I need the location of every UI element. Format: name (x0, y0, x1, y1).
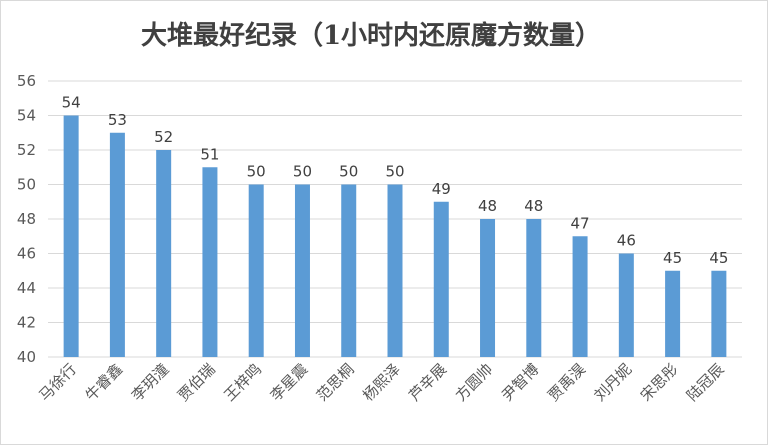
data-labels: 54 53 52 51 50 50 50 50 49 48 48 47 46 45 45 (62, 94, 729, 267)
data-label: 50 (247, 163, 266, 181)
x-tick-label: 方圆帅 (452, 360, 497, 405)
x-tick-label: 芦辛展 (406, 360, 451, 405)
data-label: 54 (62, 94, 81, 112)
data-label: 47 (571, 214, 590, 232)
data-label: 46 (617, 232, 636, 250)
x-tick-label: 范思桐 (313, 360, 358, 405)
x-tick-label: 杨熙泽 (359, 360, 404, 405)
bar (63, 115, 79, 357)
data-label: 45 (709, 249, 728, 267)
x-tick-label: 贾伯瑞 (174, 360, 219, 405)
data-label: 53 (108, 111, 127, 129)
data-label: 50 (385, 163, 404, 181)
data-label: 45 (663, 249, 682, 267)
y-tick-label: 44 (17, 279, 36, 297)
bar (202, 167, 218, 357)
y-tick-label: 48 (17, 210, 36, 228)
bar (480, 219, 496, 357)
y-axis: 40 42 44 46 48 50 52 54 56 (17, 72, 36, 366)
x-tick-label: 尹智博 (498, 360, 543, 405)
data-label: 48 (524, 197, 543, 215)
bar (156, 150, 172, 357)
x-tick-label: 陆冠辰 (683, 360, 728, 405)
x-tick-label: 贾禹淏 (544, 360, 589, 405)
bar (387, 184, 403, 357)
chart-title: 大堆最好纪录（1小时内还原魔方数量） (140, 21, 602, 51)
x-tick-label: 王梓鸣 (220, 360, 265, 405)
bar (248, 184, 264, 357)
x-tick-label: 李星震 (267, 360, 312, 405)
y-tick-label: 52 (17, 141, 36, 159)
x-axis: 马徐行 牛睿鑫 李玥潼 贾伯瑞 王梓鸣 李星震 范思桐 杨熙泽 芦辛展 方圆帅 尹智博 贾禹淏 刘丹妮宋… (35, 360, 727, 405)
bar (109, 132, 125, 357)
bar (341, 184, 357, 357)
x-tick-label: 牛睿鑫 (82, 360, 127, 405)
y-tick-label: 46 (17, 245, 36, 263)
x-tick-label: 马徐行 (35, 360, 80, 405)
data-label: 50 (293, 163, 312, 181)
bar (433, 201, 449, 357)
data-label: 52 (154, 128, 173, 146)
y-tick-label: 50 (17, 176, 36, 194)
data-label: 50 (339, 163, 358, 181)
bar (294, 184, 310, 357)
y-tick-label: 40 (17, 348, 36, 366)
bar (526, 219, 542, 357)
x-tick-label: 刘丹妮 (591, 360, 636, 405)
y-tick-label: 42 (17, 314, 36, 332)
x-tick-label: 宋思彤 (637, 360, 682, 405)
bar (572, 236, 588, 357)
bar (618, 253, 634, 357)
bar (711, 270, 727, 357)
data-label: 49 (432, 180, 451, 198)
bar (665, 270, 681, 357)
data-label: 51 (200, 145, 219, 163)
y-tick-label: 56 (17, 72, 36, 90)
y-tick-label: 54 (17, 107, 36, 125)
bars (63, 115, 727, 357)
x-tick-label: 李玥潼 (128, 360, 173, 405)
data-label: 48 (478, 197, 497, 215)
